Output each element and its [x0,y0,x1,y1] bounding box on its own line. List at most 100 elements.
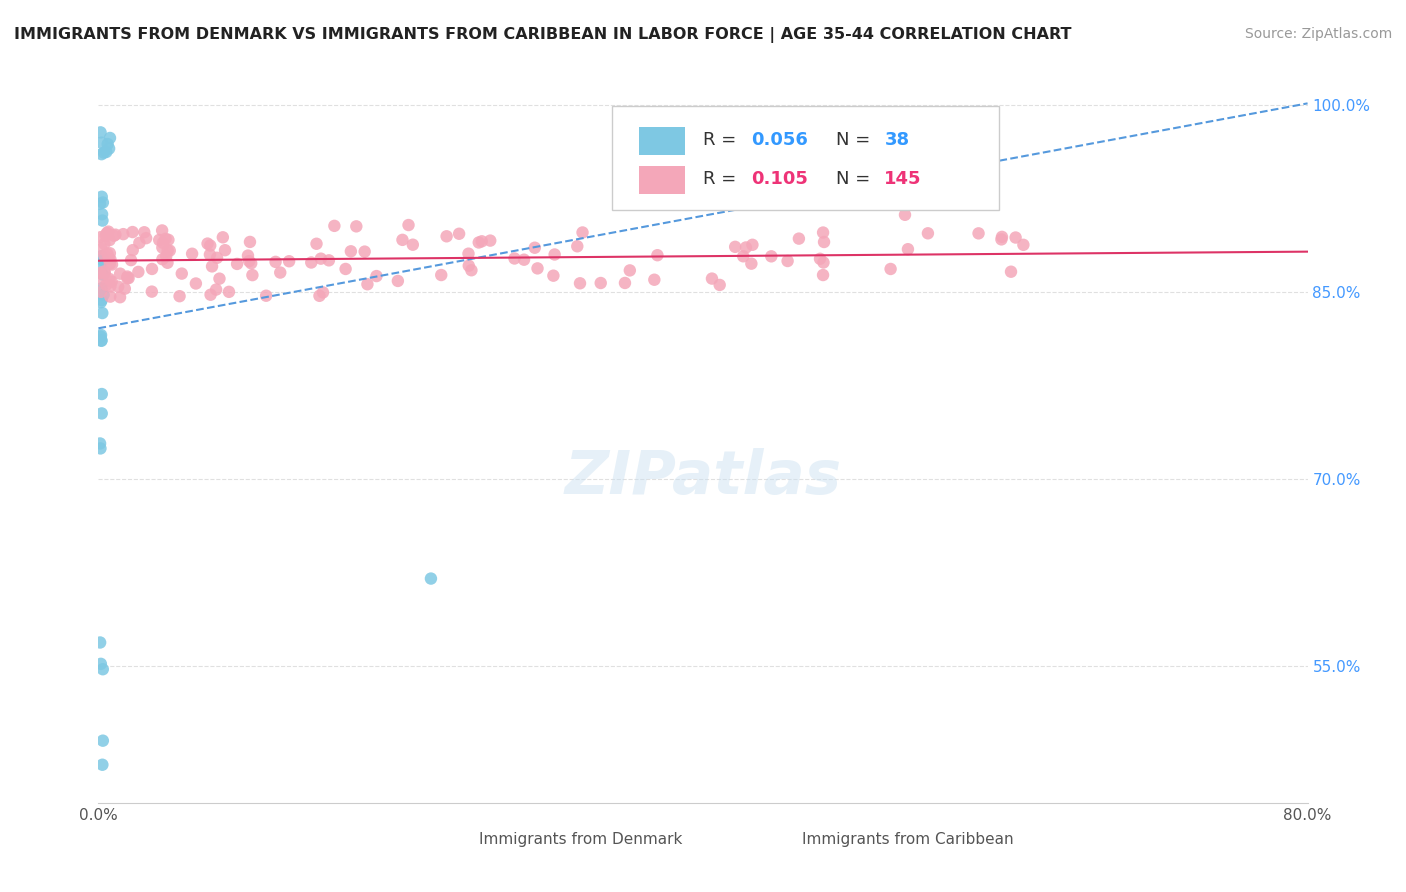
Point [156,244,179,258]
Point [90,147,112,161]
Point [90,285,112,299]
Point [89,266,111,280]
Point [254,289,277,303]
Point [155,249,177,263]
Point [152,235,174,250]
Point [239,235,262,249]
Point [100,279,122,293]
Point [90,293,112,307]
Point [90,295,112,310]
Point [813,235,835,249]
Point [205,251,228,265]
Point [264,255,287,269]
Point [479,234,502,248]
Point [90,242,112,256]
Text: R =: R = [703,170,742,188]
Point [991,230,1014,244]
Point [150,223,173,237]
Point [90,334,112,348]
Point [90,252,112,267]
Point [1000,265,1022,279]
Point [90,125,112,139]
Point [917,227,939,241]
Point [155,232,177,246]
Point [436,229,458,244]
Point [127,265,149,279]
Point [205,283,228,297]
Point [97,136,120,151]
Point [391,233,413,247]
Point [128,235,150,250]
Point [1012,237,1035,252]
Point [735,240,758,254]
Point [811,268,834,282]
Point [112,227,135,241]
Point [420,572,443,586]
Point [776,254,799,268]
Point [208,271,231,285]
Point [94,266,117,280]
Point [91,213,114,227]
Text: N =: N = [837,170,876,188]
Point [100,275,122,289]
Point [523,241,546,255]
Point [121,225,143,239]
Point [398,218,420,232]
Point [90,259,112,273]
Point [157,233,180,247]
Point [457,259,479,273]
Point [97,252,120,266]
Text: IMMIGRANTS FROM DENMARK VS IMMIGRANTS FROM CARIBBEAN IN LABOR FORCE | AGE 35-44 : IMMIGRANTS FROM DENMARK VS IMMIGRANTS FR… [14,27,1071,43]
Point [98,272,121,286]
Point [733,249,755,263]
Point [569,277,592,291]
Point [278,254,301,268]
Point [98,246,121,260]
Point [108,290,131,304]
Point [93,287,115,301]
Point [741,237,763,252]
Point [91,195,114,210]
Point [90,281,112,295]
Point [808,252,831,266]
Point [90,328,112,343]
Point [335,262,357,277]
Point [299,255,322,269]
Point [197,236,219,251]
Point [305,236,328,251]
Point [503,252,526,266]
Point [356,277,378,292]
Point [214,243,236,257]
Text: 145: 145 [884,170,922,188]
Point [90,329,112,343]
Point [457,246,479,260]
Point [312,285,335,300]
Point [89,442,111,456]
Point [96,277,118,292]
Point [200,287,222,301]
FancyBboxPatch shape [613,105,1000,211]
Point [96,227,118,241]
Point [94,228,117,243]
Point [108,267,131,281]
Point [141,262,163,277]
Text: 0.105: 0.105 [751,170,808,188]
Point [309,252,332,266]
Point [93,236,115,251]
Point [897,242,920,256]
Point [643,273,665,287]
Text: Immigrants from Caribbean: Immigrants from Caribbean [803,832,1014,847]
Text: R =: R = [703,131,742,149]
Point [90,657,112,671]
Point [318,253,340,268]
Point [98,233,121,247]
Point [226,257,249,271]
Text: 0.056: 0.056 [751,131,808,149]
Point [117,269,139,284]
Point [967,227,990,241]
Point [135,231,157,245]
Point [353,244,375,259]
Point [97,225,120,239]
Point [159,244,181,258]
Bar [638,128,685,154]
